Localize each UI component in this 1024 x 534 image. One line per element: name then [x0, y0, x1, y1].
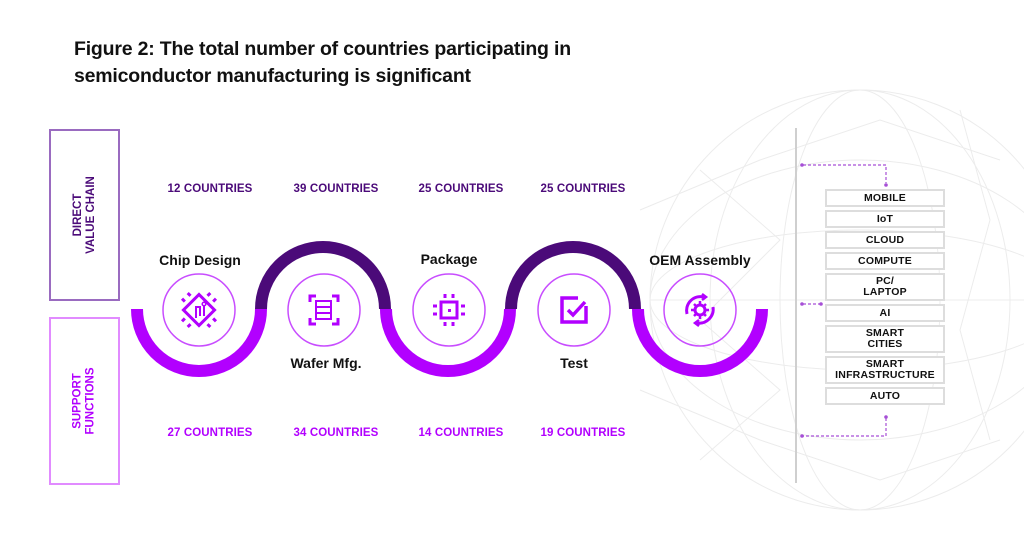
- segment-iot: IoT: [825, 210, 945, 228]
- figure-title-line1: Figure 2: The total number of countries …: [74, 38, 571, 60]
- wafer-direct-count: 39 COUNTRIES: [293, 183, 379, 195]
- stage-label-test: Test: [560, 355, 588, 371]
- package-support-count: 14 COUNTRIES: [418, 427, 504, 439]
- end-market-segments: MOBILE IoT CLOUD COMPUTE PC/LAPTOP AI SM…: [825, 189, 945, 408]
- segment-smart-cities: SMART CITIES: [825, 325, 945, 353]
- wafer-support-count: 34 COUNTRIES: [293, 427, 379, 439]
- segment-cloud: CLOUD: [825, 231, 945, 249]
- dashed-connectors: [803, 164, 887, 437]
- package-chip-icon: [433, 294, 465, 326]
- wafer-server-icon: [308, 294, 340, 326]
- package-direct-count: 25 COUNTRIES: [418, 183, 504, 195]
- support-arcs: [131, 308, 768, 377]
- globe-mesh-background: [639, 89, 1024, 511]
- stage-label-oem-assembly: OEM Assembly: [649, 252, 751, 268]
- stage-label-wafer-mfg: Wafer Mfg.: [290, 355, 362, 371]
- chip-design-icon: [180, 291, 218, 329]
- direct-arcs: [255, 241, 641, 310]
- segment-mobile: MOBILE: [825, 189, 945, 207]
- chip-design-direct-count: 12 COUNTRIES: [167, 183, 253, 195]
- segment-ai: AI: [825, 304, 945, 322]
- icon-rings: [162, 273, 737, 347]
- test-support-count: 19 COUNTRIES: [540, 427, 626, 439]
- checkbox-test-icon: [560, 296, 588, 324]
- figure-title-line2: semiconductor manufacturing is significa…: [74, 65, 471, 87]
- direct-value-chain-box: DIRECT VALUE CHAIN: [49, 129, 120, 301]
- gear-cycle-icon: [685, 293, 715, 327]
- divider-line: [795, 128, 797, 483]
- support-functions-box: SUPPORT FUNCTIONS: [49, 317, 120, 485]
- test-direct-count: 25 COUNTRIES: [540, 183, 626, 195]
- segment-compute: COMPUTE: [825, 252, 945, 270]
- chip-design-support-count: 27 COUNTRIES: [167, 427, 253, 439]
- segment-smart-infrastructure: SMART INFRASTRUCTURE: [825, 356, 945, 384]
- stage-label-chip-design: Chip Design: [159, 252, 241, 268]
- figure-title: Figure 2: The total number of countries …: [74, 36, 571, 90]
- stage-label-package: Package: [420, 251, 478, 267]
- segment-auto: AUTO: [825, 387, 945, 405]
- segment-pc-laptop: PC/LAPTOP: [825, 273, 945, 301]
